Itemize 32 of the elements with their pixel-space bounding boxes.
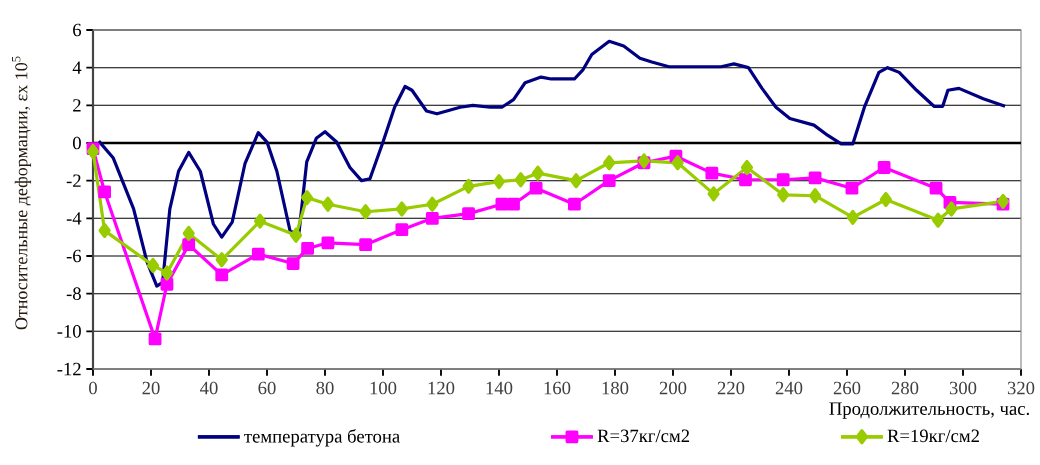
- legend-label: температура бетона: [244, 429, 400, 447]
- x-tick-label: 80: [316, 381, 334, 395]
- legend-label: R=19кг/см2: [887, 429, 979, 443]
- x-tick-label: 0: [89, 381, 97, 395]
- x-tick-label: 140: [486, 381, 513, 395]
- legend-label: R=37кг/см2: [597, 429, 690, 443]
- x-tick-label: 120: [428, 381, 455, 395]
- x-tick-label: 200: [659, 381, 687, 395]
- x-tick-label: 40: [200, 381, 218, 395]
- y-tick-label: -10: [57, 325, 81, 338]
- x-tick-label: 260: [833, 381, 861, 395]
- x-tick-label: 160: [544, 381, 571, 395]
- x-tick-label: 60: [258, 381, 276, 395]
- y-tick-label: 2: [73, 99, 81, 112]
- y-tick-label: 6: [73, 23, 82, 37]
- x-tick-label: 220: [717, 381, 745, 395]
- x-tick-label: 320: [1007, 381, 1035, 395]
- y-tick-label: -8: [66, 287, 81, 300]
- x-axis-title: Продолжительность, час.: [829, 402, 1029, 419]
- x-tick-label: 300: [949, 381, 977, 395]
- y-axis-title: Относительные деформации, εx 10$^{5}$: [12, 56, 32, 330]
- x-tick-label: 100: [370, 381, 397, 395]
- x-tick-label: 20: [142, 381, 160, 395]
- y-tick-label: -6: [66, 249, 82, 263]
- x-tick-label: 280: [891, 381, 919, 395]
- y-tick-label: -12: [57, 362, 81, 376]
- y-tick-label: -2: [66, 174, 81, 187]
- x-tick-label: 180: [602, 381, 629, 395]
- x-tick-label: 240: [775, 381, 803, 395]
- y-tick-label: 4: [72, 61, 82, 74]
- y-tick-label: 0: [73, 136, 81, 150]
- y-tick-label: -4: [66, 212, 82, 225]
